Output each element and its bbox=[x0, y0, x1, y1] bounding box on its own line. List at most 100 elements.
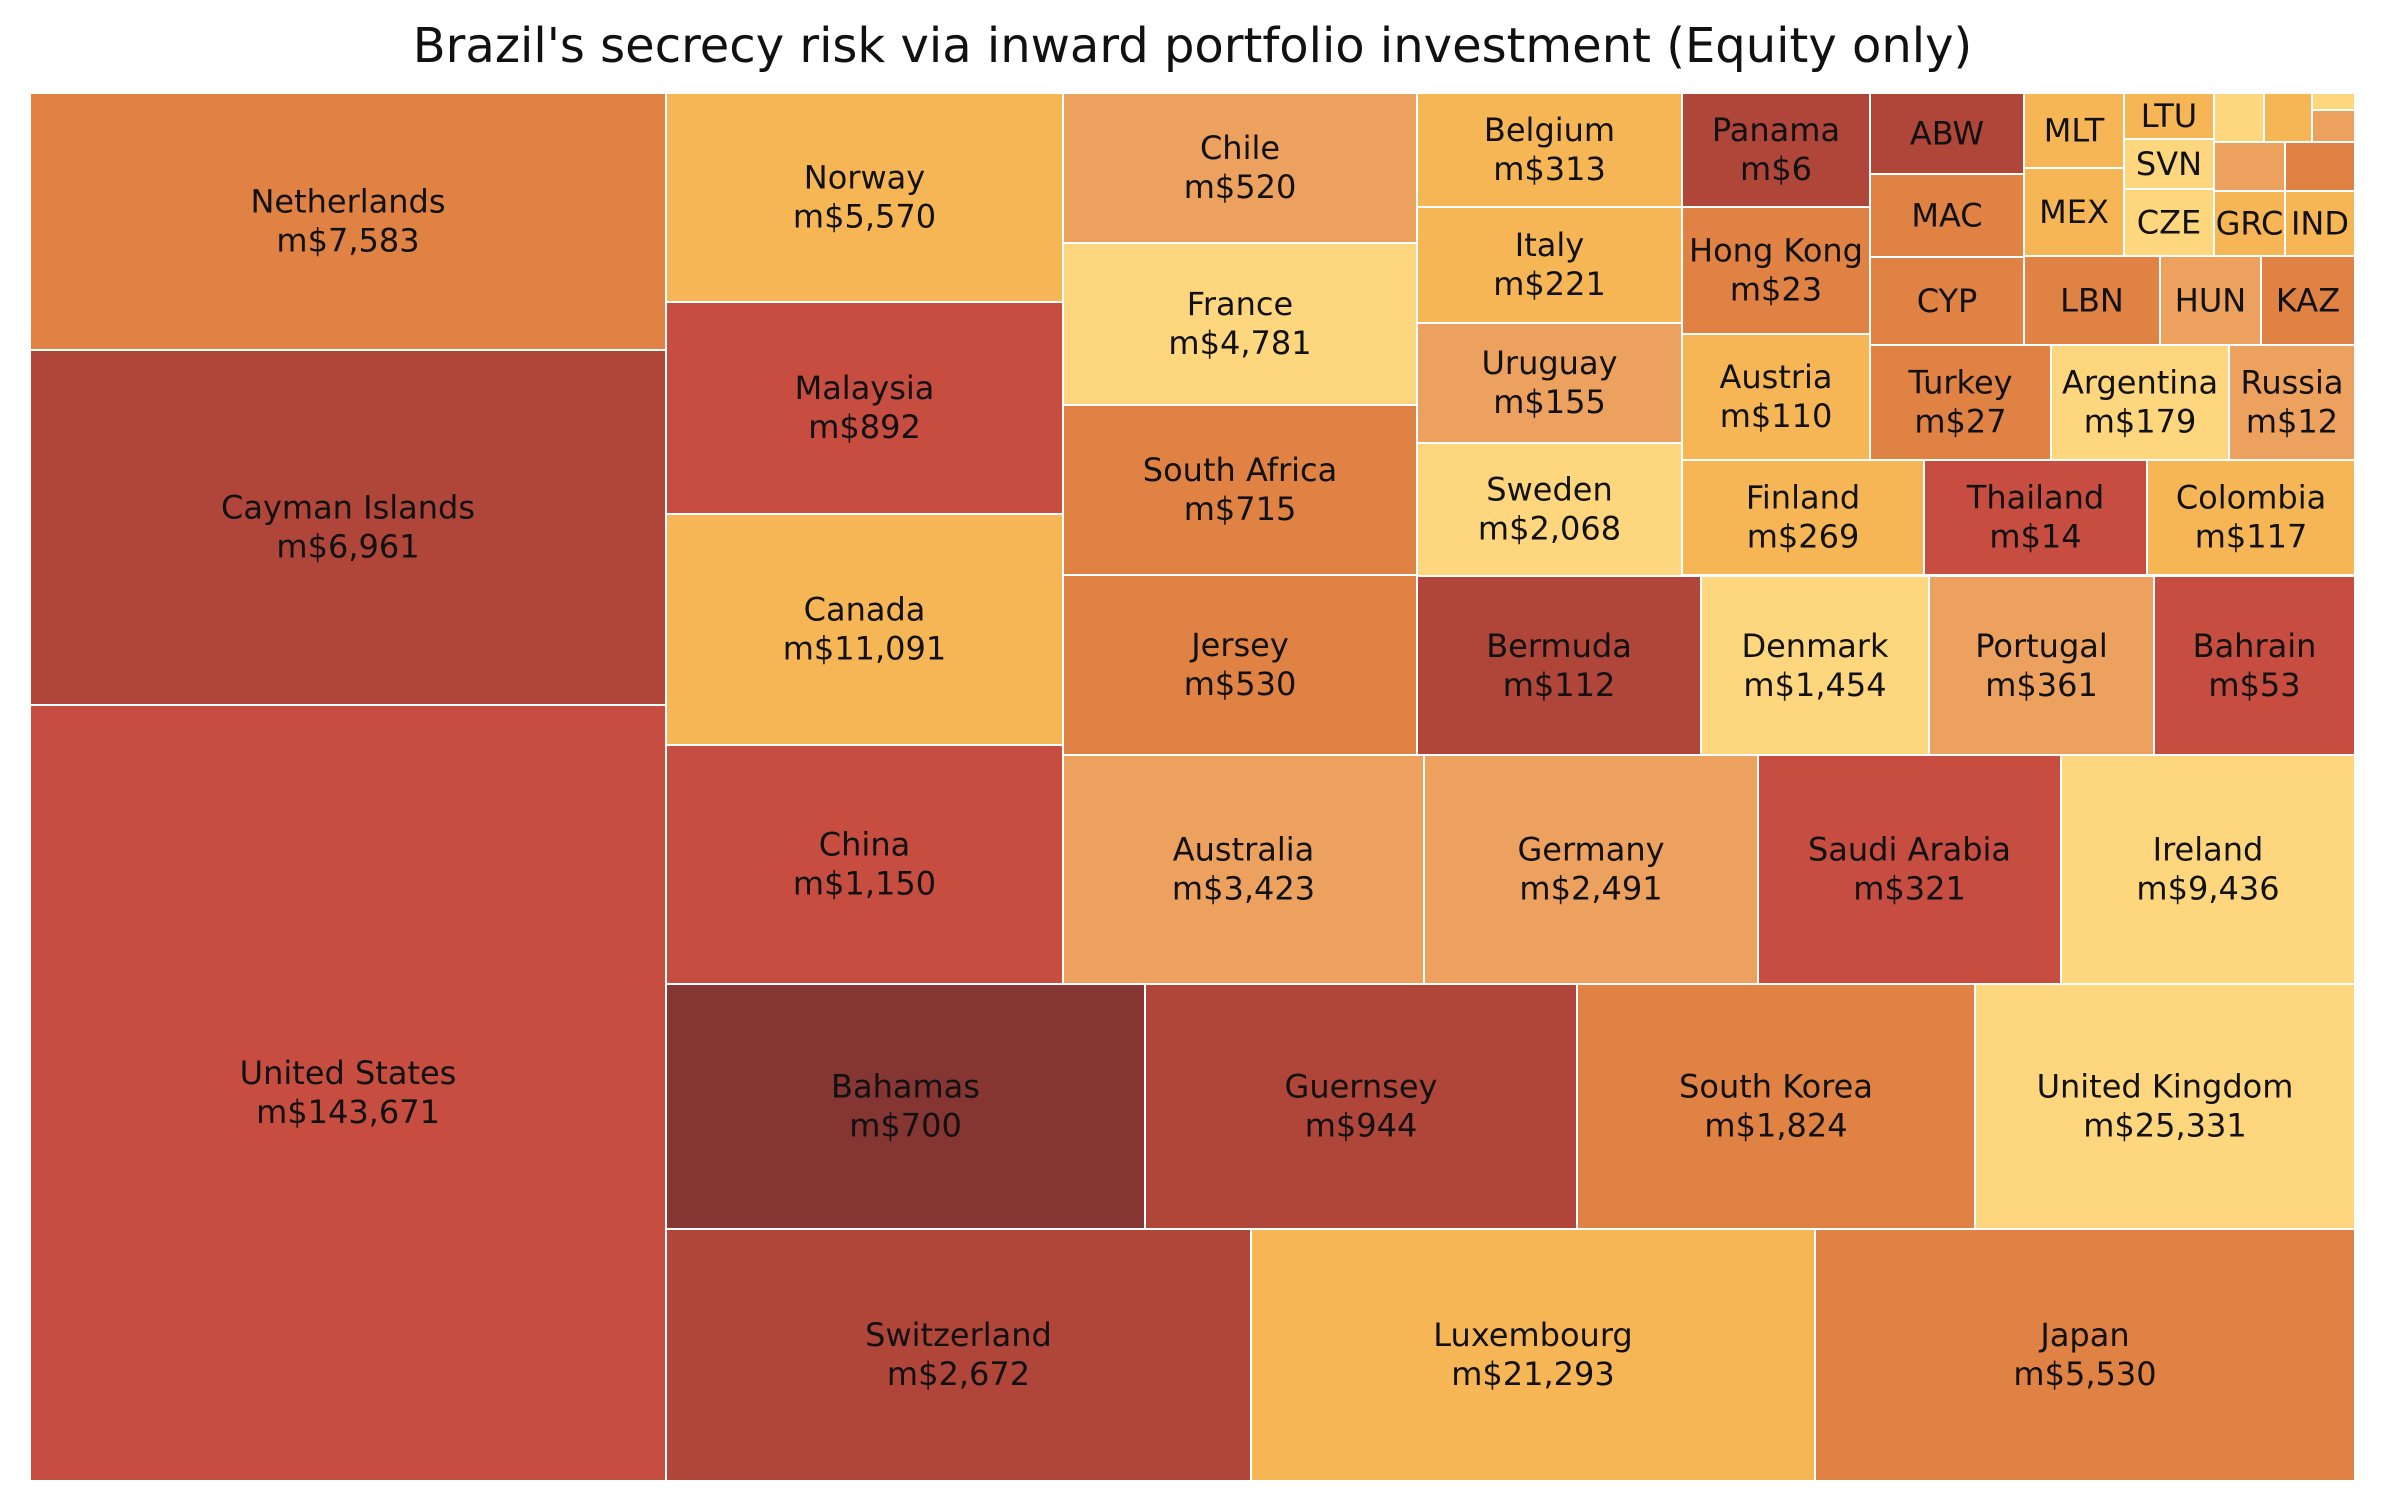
tile-label-kaz: KAZ bbox=[2276, 282, 2340, 320]
tile-unlabeled-28 bbox=[2284, 141, 2356, 192]
tile-value-thailand: m$14 bbox=[1989, 518, 2081, 556]
tile-unlabeled-24 bbox=[2311, 92, 2356, 111]
tile-label-united-states: United States bbox=[240, 1054, 457, 1092]
tile-unlabeled-22 bbox=[2213, 92, 2265, 143]
tile-value-cayman-islands: m$6,961 bbox=[276, 528, 419, 566]
tile-ind bbox=[2284, 190, 2356, 257]
tile-bahamas bbox=[665, 983, 1146, 1230]
tile-label-japan: Japan bbox=[2038, 1316, 2129, 1354]
tile-luxembourg bbox=[1250, 1228, 1816, 1482]
tile-denmark bbox=[1700, 575, 1930, 757]
tile-value-bahrain: m$53 bbox=[2208, 666, 2300, 704]
tile-value-colombia: m$117 bbox=[2195, 518, 2308, 556]
tile-guernsey bbox=[1144, 983, 1578, 1230]
tile-south-korea bbox=[1576, 983, 1976, 1230]
tile-label-guernsey: Guernsey bbox=[1285, 1068, 1438, 1106]
tile-value-sweden: m$2,068 bbox=[1478, 510, 1621, 548]
tile-label-belgium: Belgium bbox=[1484, 111, 1615, 149]
tile-value-panama: m$6 bbox=[1740, 150, 1812, 188]
tile-value-russia: m$12 bbox=[2246, 403, 2338, 441]
tile-label-turkey: Turkey bbox=[1907, 364, 2012, 402]
tile-norway bbox=[665, 92, 1064, 303]
tile-value-luxembourg: m$21,293 bbox=[1451, 1355, 1615, 1393]
tile-value-bermuda: m$112 bbox=[1503, 666, 1616, 704]
tile-label-mlt: MLT bbox=[2044, 112, 2105, 150]
tile-united-kingdom bbox=[1974, 983, 2356, 1230]
tile-value-guernsey: m$944 bbox=[1305, 1107, 1418, 1145]
tile-label-austria: Austria bbox=[1719, 358, 1832, 396]
tile-label-denmark: Denmark bbox=[1741, 627, 1889, 665]
tile-label-abw: ABW bbox=[1910, 115, 1984, 153]
tile-grc bbox=[2213, 190, 2286, 257]
tile-belgium bbox=[1416, 92, 1683, 208]
tile-kaz bbox=[2260, 255, 2356, 346]
tile-value-japan: m$5,530 bbox=[2013, 1355, 2156, 1393]
tile-label-svn: SVN bbox=[2136, 145, 2202, 183]
tile-germany bbox=[1423, 754, 1759, 985]
tile-label-france: France bbox=[1187, 285, 1293, 323]
tile-label-lbn: LBN bbox=[2060, 282, 2124, 320]
tile-label-colombia: Colombia bbox=[2176, 479, 2326, 517]
tile-value-saudi-arabia: m$321 bbox=[1853, 870, 1966, 908]
tile-australia bbox=[1062, 754, 1425, 985]
tile-austria bbox=[1681, 333, 1871, 461]
tile-label-argentina: Argentina bbox=[2062, 364, 2218, 402]
tile-value-portugal: m$361 bbox=[1985, 666, 2098, 704]
tile-value-jersey: m$530 bbox=[1184, 665, 1297, 703]
tile-mex bbox=[2023, 167, 2125, 257]
tile-label-switzerland: Switzerland bbox=[865, 1316, 1052, 1354]
tile-label-bahrain: Bahrain bbox=[2193, 627, 2317, 665]
tile-label-mac: MAC bbox=[1911, 197, 1982, 235]
tile-label-south-korea: South Korea bbox=[1679, 1068, 1873, 1106]
tile-value-united-kingdom: m$25,331 bbox=[2083, 1107, 2247, 1145]
tile-label-cze: CZE bbox=[2137, 204, 2201, 242]
tile-united-states bbox=[29, 704, 667, 1482]
tile-france bbox=[1062, 242, 1418, 406]
tile-value-france: m$4,781 bbox=[1168, 324, 1311, 362]
tile-ireland bbox=[2060, 754, 2356, 985]
tile-hong-kong bbox=[1681, 206, 1871, 335]
tile-label-canada: Canada bbox=[804, 591, 926, 629]
tile-value-italy: m$221 bbox=[1493, 265, 1606, 303]
tile-unlabeled-25 bbox=[2311, 109, 2356, 143]
tile-value-ireland: m$9,436 bbox=[2136, 870, 2279, 908]
tile-label-mex: MEX bbox=[2039, 193, 2109, 231]
tile-abw bbox=[1869, 92, 2025, 175]
tile-label-germany: Germany bbox=[1517, 831, 1664, 869]
tile-value-hong-kong: m$23 bbox=[1730, 271, 1822, 309]
tile-label-norway: Norway bbox=[804, 159, 925, 197]
tile-label-hun: HUN bbox=[2175, 282, 2246, 320]
tile-chile bbox=[1062, 92, 1418, 244]
tile-label-hong-kong: Hong Kong bbox=[1689, 232, 1863, 270]
tile-value-south-africa: m$715 bbox=[1184, 490, 1297, 528]
tile-label-saudi-arabia: Saudi Arabia bbox=[1808, 831, 2011, 869]
tile-label-ind: IND bbox=[2291, 205, 2349, 243]
tile-label-italy: Italy bbox=[1515, 226, 1584, 264]
tile-label-luxembourg: Luxembourg bbox=[1433, 1316, 1632, 1354]
tile-cayman-islands bbox=[29, 349, 667, 706]
tile-unlabeled-23 bbox=[2263, 92, 2313, 143]
tile-italy bbox=[1416, 206, 1683, 324]
tile-label-bermuda: Bermuda bbox=[1486, 627, 1632, 665]
tile-label-grc: GRC bbox=[2216, 205, 2284, 243]
tile-hun bbox=[2159, 255, 2262, 346]
tile-label-finland: Finland bbox=[1746, 479, 1860, 517]
tile-label-south-africa: South Africa bbox=[1143, 451, 1337, 489]
tile-label-bahamas: Bahamas bbox=[831, 1068, 980, 1106]
tile-value-australia: m$3,423 bbox=[1172, 870, 1315, 908]
tile-cze bbox=[2123, 188, 2215, 257]
tile-mac bbox=[1869, 173, 2025, 258]
tile-label-australia: Australia bbox=[1173, 831, 1315, 869]
tile-label-ireland: Ireland bbox=[2153, 831, 2264, 869]
tile-value-denmark: m$1,454 bbox=[1743, 666, 1886, 704]
tile-value-turkey: m$27 bbox=[1914, 403, 2006, 441]
tile-japan bbox=[1814, 1228, 2356, 1482]
tile-ltu bbox=[2123, 92, 2215, 140]
tile-uruguay bbox=[1416, 322, 1683, 444]
tile-label-chile: Chile bbox=[1200, 129, 1280, 167]
tile-value-argentina: m$179 bbox=[2084, 403, 2197, 441]
tile-value-belgium: m$313 bbox=[1493, 150, 1606, 188]
tile-label-cayman-islands: Cayman Islands bbox=[221, 489, 475, 527]
tile-china bbox=[665, 744, 1064, 985]
tile-lbn bbox=[2023, 255, 2161, 346]
